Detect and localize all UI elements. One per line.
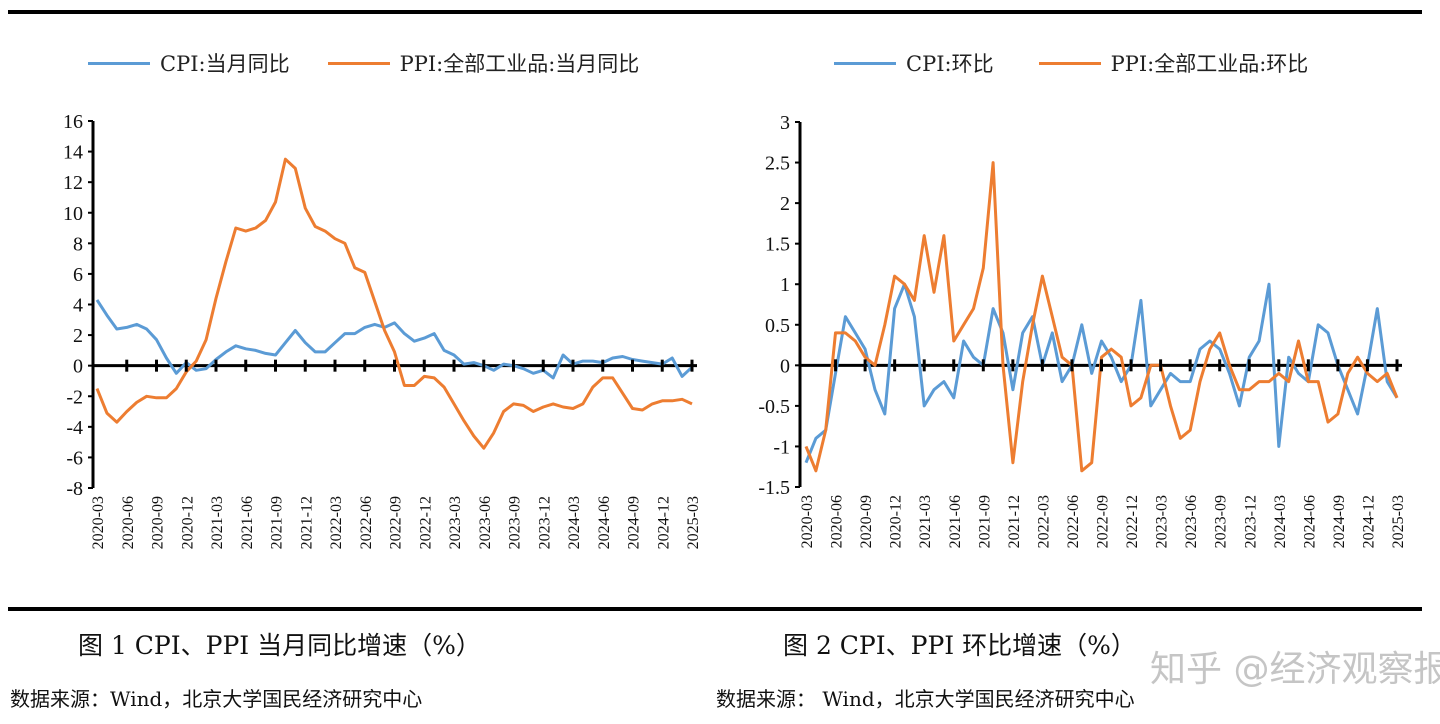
legend-swatch-ppi <box>327 61 390 65</box>
x-tick-label: 2024-12 <box>655 496 672 549</box>
legend-swatch-ppi <box>1038 61 1101 65</box>
x-tick-label: 2024-12 <box>1360 495 1377 548</box>
legend-chart-1: CPI:当月同比 PPI:全部工业品:当月同比 <box>88 48 677 78</box>
y-tick-label: -0.5 <box>758 396 790 418</box>
x-tick-label: 2022-09 <box>388 496 405 549</box>
x-tick-label: 2020-09 <box>150 496 167 549</box>
y-tick-label: 0.5 <box>765 315 790 337</box>
x-tick-label: 2021-03 <box>209 496 226 549</box>
y-tick-label: 1.5 <box>765 234 790 256</box>
y-tick-label: 4 <box>73 295 83 317</box>
series-line-cpi <box>804 282 1399 464</box>
legend-item-cpi-yoy: CPI:当月同比 <box>88 48 290 78</box>
x-tick-label: 2023-06 <box>1183 495 1200 548</box>
x-tick-label: 2024-06 <box>596 496 613 549</box>
y-tick-label: 3 <box>780 112 790 134</box>
chart-1-source: 数据来源：Wind，北京大学国民经济研究中心 <box>10 687 423 711</box>
legend-label: CPI:当月同比 <box>160 52 290 76</box>
y-tick-label: -1 <box>773 436 790 458</box>
y-tick-label: 6 <box>73 264 83 286</box>
x-tick-label: 2023-09 <box>1213 495 1230 548</box>
y-tick-label: -8 <box>66 478 83 500</box>
chart-2-caption: 图 2 CPI、PPI 环比增速（%） <box>783 631 1136 660</box>
y-tick-label: 0 <box>780 355 790 377</box>
series-line-ppi <box>804 161 1399 473</box>
y-tick-label: 16 <box>63 111 83 133</box>
x-tick-label: 2023-06 <box>477 496 494 549</box>
x-tick-label: 2022-06 <box>358 496 375 549</box>
top-rule <box>8 10 1422 14</box>
legend-swatch-cpi <box>834 61 896 65</box>
x-tick-label: 2020-12 <box>179 496 196 549</box>
series-line-cpi <box>95 299 694 380</box>
x-tick-label: 2020-12 <box>888 495 905 548</box>
y-tick-label: 0 <box>73 356 83 378</box>
chart-1-caption: 图 1 CPI、PPI 当月同比增速（%） <box>78 631 481 660</box>
x-tick-label: 2022-12 <box>417 496 434 549</box>
legend-label: PPI:全部工业品:环比 <box>1110 52 1309 76</box>
x-tick-label: 2022-12 <box>1124 495 1141 548</box>
legend-item-ppi-mom: PPI:全部工业品:环比 <box>1038 48 1309 78</box>
x-tick-label: 2023-03 <box>447 496 464 549</box>
chart-2-source: 数据来源： Wind，北京大学国民经济研究中心 <box>716 687 1135 711</box>
legend-swatch-cpi <box>88 61 150 65</box>
x-tick-label: 2020-09 <box>858 495 875 548</box>
y-tick-label: 14 <box>63 142 83 164</box>
x-tick-label: 2021-03 <box>917 495 934 548</box>
x-tick-label: 2021-06 <box>239 496 256 549</box>
x-tick-label: 2022-03 <box>328 496 345 549</box>
y-tick-label: 2 <box>73 325 83 347</box>
x-tick-label: 2021-06 <box>947 495 964 548</box>
y-tick-label: -4 <box>66 417 83 439</box>
y-tick-label: 8 <box>73 233 83 255</box>
legend-item-ppi-yoy: PPI:全部工业品:当月同比 <box>327 48 640 78</box>
x-tick-label: 2022-03 <box>1035 495 1052 548</box>
x-tick-label: 2022-06 <box>1065 495 1082 548</box>
bottom-rule <box>8 607 1422 611</box>
legend-chart-2: CPI:环比 PPI:全部工业品:环比 <box>834 48 1346 78</box>
x-tick-label: 2025-03 <box>685 496 702 549</box>
x-tick-label: 2024-09 <box>1331 495 1348 548</box>
x-tick-label: 2023-03 <box>1154 495 1171 548</box>
x-tick-label: 2021-09 <box>269 496 286 549</box>
x-tick-label: 2024-03 <box>1272 495 1289 548</box>
y-tick-label: -6 <box>66 447 83 469</box>
x-tick-label: 2023-12 <box>1242 495 1259 548</box>
x-tick-label: 2020-03 <box>90 496 107 549</box>
x-tick-label: 2020-03 <box>799 495 816 548</box>
x-tick-label: 2024-06 <box>1301 495 1318 548</box>
x-tick-label: 2020-06 <box>120 496 137 549</box>
x-tick-label: 2021-09 <box>976 495 993 548</box>
x-tick-label: 2021-12 <box>298 496 315 549</box>
x-tick-label: 2024-03 <box>566 496 583 549</box>
y-tick-label: 10 <box>63 203 83 225</box>
y-tick-label: 2 <box>780 193 790 215</box>
x-tick-label: 2020-06 <box>829 495 846 548</box>
x-tick-label: 2023-12 <box>536 496 553 549</box>
y-tick-label: -1.5 <box>758 477 790 499</box>
y-tick-label: -2 <box>66 386 83 408</box>
x-tick-label: 2024-09 <box>626 496 643 549</box>
series-line-ppi <box>95 157 693 450</box>
legend-item-cpi-mom: CPI:环比 <box>834 48 994 78</box>
legend-label: PPI:全部工业品:当月同比 <box>399 52 640 76</box>
y-tick-label: 12 <box>63 172 83 194</box>
x-tick-label: 2022-09 <box>1095 495 1112 548</box>
watermark: 知乎 @经济观察报 <box>1150 649 1440 690</box>
x-tick-label: 2021-12 <box>1006 495 1023 548</box>
y-tick-label: 2.5 <box>765 153 790 175</box>
x-tick-label: 2025-03 <box>1390 495 1407 548</box>
legend-label: CPI:环比 <box>906 52 994 76</box>
y-tick-label: 1 <box>780 274 790 296</box>
x-tick-label: 2023-09 <box>507 496 524 549</box>
